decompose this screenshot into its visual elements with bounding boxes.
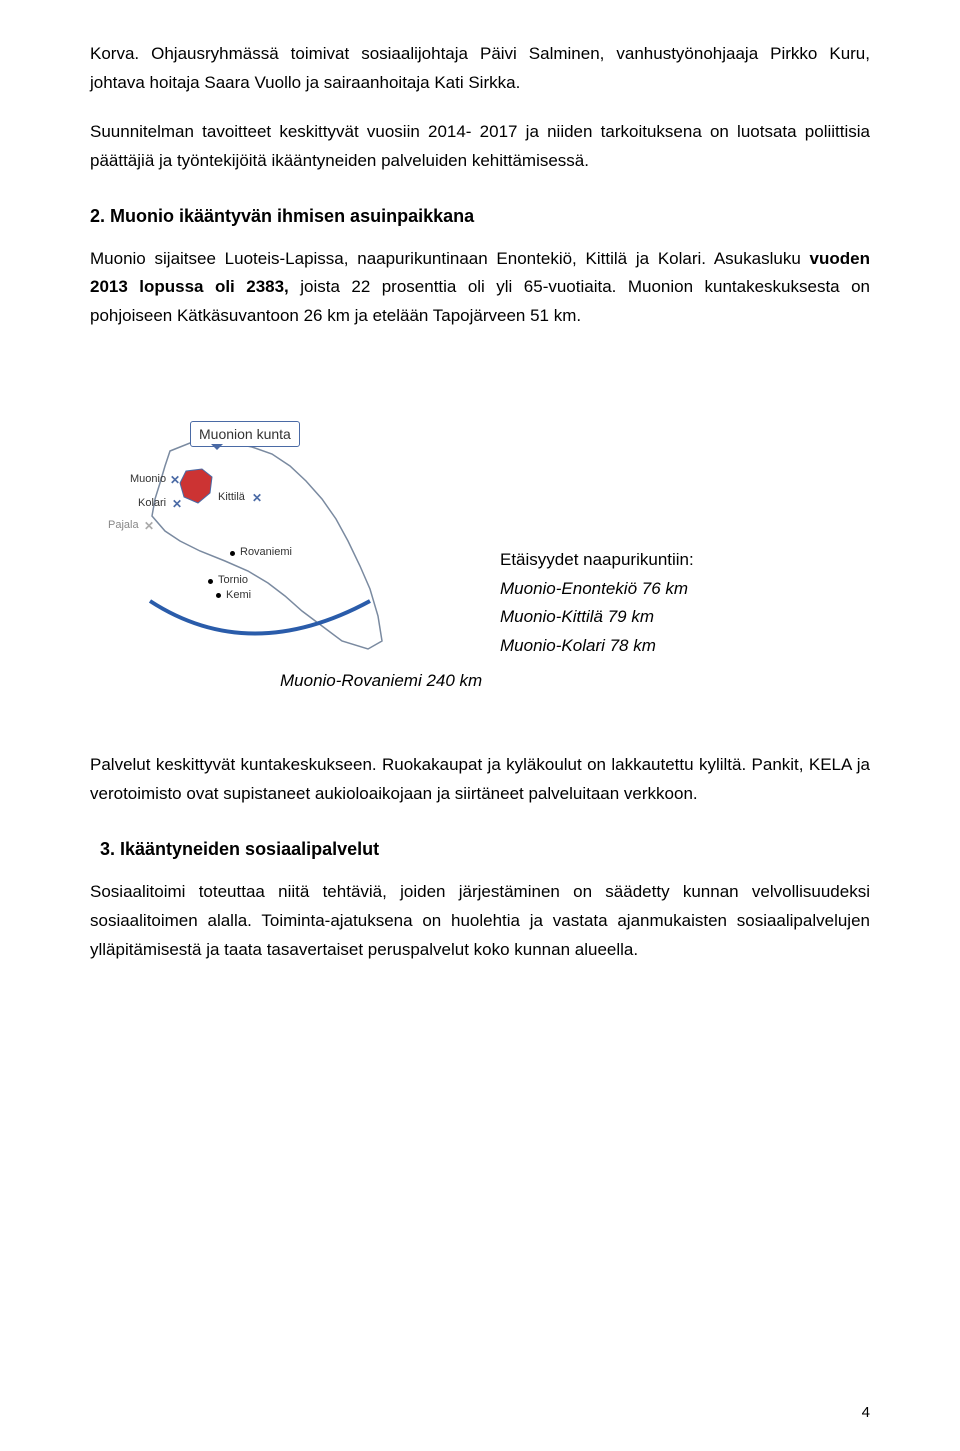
distances-block: Etäisyydet naapurikuntiin: Muonio-Enonte… (500, 546, 694, 662)
page-number: 4 (862, 1404, 870, 1421)
map-svg (90, 411, 390, 661)
label-rovaniemi: Rovaniemi (240, 546, 292, 558)
map-figure: Muonion kunta Muonio ✕ Kolari ✕ Pajala ✕… (90, 411, 390, 661)
paragraph-1: Korva. Ohjausryhmässä toimivat sosiaalij… (90, 40, 870, 98)
airport-icon: ✕ (144, 519, 154, 533)
para3-part-a: Muonio sijaitsee Luoteis-Lapissa, naapur… (90, 249, 810, 268)
distance-item: Muonio-Kittilä 79 km (500, 603, 694, 632)
label-kittila: Kittilä (218, 491, 245, 503)
figure-row: Muonion kunta Muonio ✕ Kolari ✕ Pajala ✕… (90, 411, 870, 661)
label-kolari: Kolari (138, 497, 166, 509)
distance-below: Muonio-Rovaniemi 240 km (280, 671, 870, 691)
page: Korva. Ohjausryhmässä toimivat sosiaalij… (0, 0, 960, 1451)
distance-item: Muonio-Kolari 78 km (500, 632, 694, 661)
map-callout: Muonion kunta (190, 421, 300, 447)
label-tornio: Tornio (218, 574, 248, 586)
paragraph-2: Suunnitelman tavoitteet keskittyvät vuos… (90, 118, 870, 176)
label-muonio: Muonio (130, 473, 166, 485)
paragraph-5: Sosiaalitoimi toteuttaa niitä tehtäviä, … (90, 878, 870, 965)
distance-item: Muonio-Enontekiö 76 km (500, 575, 694, 604)
paragraph-4: Palvelut keskittyvät kuntakeskukseen. Ru… (90, 751, 870, 809)
airport-icon: ✕ (252, 491, 262, 505)
label-pajala: Pajala (108, 519, 139, 531)
heading-section-3: 3. Ikääntyneiden sosiaalipalvelut (100, 839, 870, 860)
muonio-highlight (180, 469, 212, 503)
airport-icon: ✕ (170, 473, 180, 487)
label-kemi: Kemi (226, 589, 251, 601)
paragraph-3: Muonio sijaitsee Luoteis-Lapissa, naapur… (90, 245, 870, 332)
airport-icon: ✕ (172, 497, 182, 511)
map-arc (150, 601, 370, 634)
distances-heading: Etäisyydet naapurikuntiin: (500, 546, 694, 575)
heading-section-2: 2. Muonio ikääntyvän ihmisen asuinpaikka… (90, 206, 870, 227)
